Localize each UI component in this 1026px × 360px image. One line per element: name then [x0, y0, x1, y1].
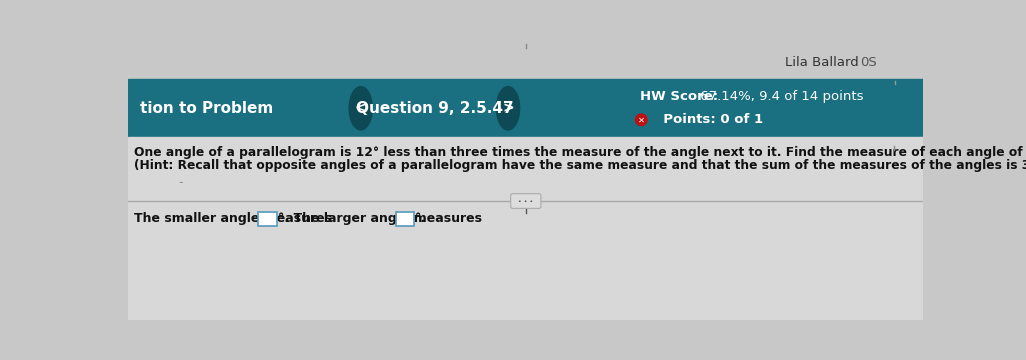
- Text: • • •: • • •: [518, 199, 534, 203]
- Text: 67.14%, 9.4 of 14 points: 67.14%, 9.4 of 14 points: [696, 90, 863, 103]
- Bar: [128, 80, 923, 137]
- Text: HW Score:: HW Score:: [640, 90, 718, 103]
- Text: ✕: ✕: [638, 115, 644, 124]
- Text: tion to Problem: tion to Problem: [140, 101, 273, 116]
- Bar: [128, 43, 923, 80]
- Circle shape: [635, 114, 647, 126]
- Text: The smaller angle measures: The smaller angle measures: [134, 212, 332, 225]
- Text: Points: 0 of 1: Points: 0 of 1: [654, 113, 762, 126]
- FancyBboxPatch shape: [396, 212, 415, 226]
- Ellipse shape: [497, 87, 519, 130]
- Text: (Hint: Recall that opposite angles of a parallelogram have the same measure and : (Hint: Recall that opposite angles of a …: [134, 159, 1026, 172]
- Text: °. The larger angle measures: °. The larger angle measures: [278, 212, 482, 225]
- Text: -: -: [179, 176, 183, 189]
- Text: >: >: [502, 101, 514, 115]
- Text: One angle of a parallelogram is 12° less than three times the measure of the ang: One angle of a parallelogram is 12° less…: [134, 147, 1026, 159]
- FancyBboxPatch shape: [259, 212, 277, 226]
- Text: Lila Ballard: Lila Ballard: [786, 55, 859, 68]
- Text: °.: °.: [415, 212, 426, 225]
- Text: Question 9, 2.5.47: Question 9, 2.5.47: [356, 101, 513, 116]
- Bar: [128, 137, 923, 320]
- Text: <: <: [355, 101, 366, 115]
- FancyBboxPatch shape: [511, 194, 541, 208]
- Text: 0S: 0S: [860, 55, 876, 68]
- Ellipse shape: [349, 87, 372, 130]
